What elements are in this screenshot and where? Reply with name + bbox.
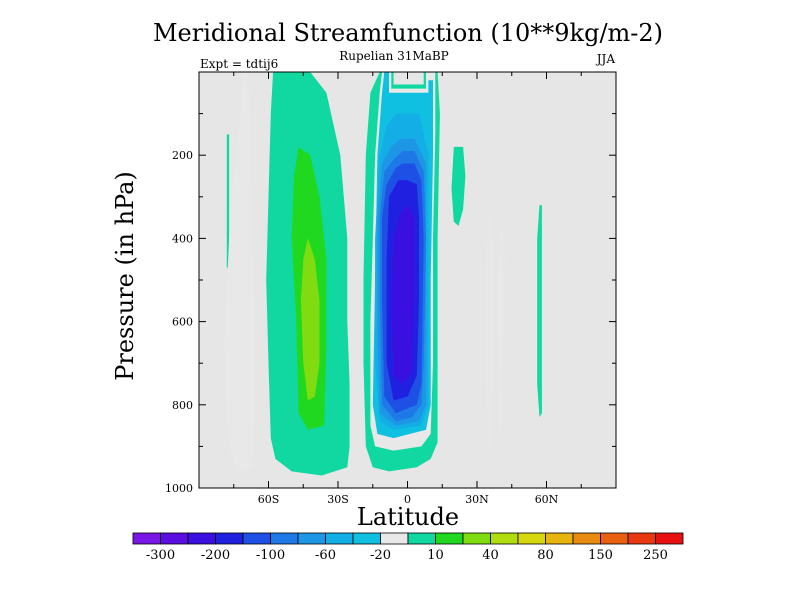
y-tick-label-4: 1000 [165,482,193,495]
colorbar-label-2: -100 [256,548,285,563]
colorbar-swatch-19 [655,532,684,545]
colorbar-label-0: -300 [146,548,175,563]
chart-subtitle-right: JJA [595,52,616,66]
colorbar-swatch-13 [490,532,519,545]
x-tick-label-0: 60S [258,493,280,506]
contour-region-5 [224,72,255,472]
chart-subtitle-left: Expt = tdtij6 [200,57,278,71]
y-axis-label: Pressure (in hPa) [111,171,139,381]
chart-title: Meridional Streamfunction (10**9kg/m-2) [153,19,663,47]
colorbar-swatch-14 [517,532,546,545]
x-tick-label-2: 0 [404,493,411,506]
colorbar-swatch-11 [435,532,464,545]
chart-subtitle-center: Rupelian 31MaBP [339,49,449,63]
x-tick-label-4: 60N [535,493,559,506]
x-axis: 60S 30S 0 30N 60N [233,72,582,506]
colorbar-swatch-7 [325,532,354,545]
contour-region-7 [486,217,494,447]
x-tick-label-3: 30N [465,493,489,506]
y-tick-label-0: 200 [172,149,193,162]
colorbar-label-7: 80 [537,548,554,563]
colorbar-label-8: 150 [588,548,613,563]
colorbar-swatch-2 [187,532,216,545]
contour-region-8 [497,230,505,434]
colorbar-label-3: -60 [315,548,336,563]
colorbar-swatch-1 [160,532,189,545]
colorbar-swatch-18 [627,532,656,545]
colorbar-swatch-17 [600,532,629,545]
colorbar-label-1: -200 [201,548,230,563]
contour-region-4 [537,205,542,418]
colorbar-swatch-0 [132,532,161,545]
x-axis-label: Latitude [357,503,459,531]
y-tick-label-2: 600 [172,316,193,329]
x-tick-label-1: 30S [327,493,349,506]
colorbar-label-6: 40 [482,548,499,563]
colorbar-swatch-3 [215,532,244,545]
contour-region-3 [451,146,466,226]
colorbar-label-5: 10 [427,548,444,563]
colorbar-swatch-4 [242,532,271,545]
colorbar-swatch-5 [270,532,299,545]
colorbar-label-4: -20 [370,548,391,563]
colorbar-label-9: 250 [643,548,668,563]
contour-region-15 [391,205,415,384]
colorbar-swatch-6 [297,532,326,545]
contour-layer [224,72,542,476]
contour-region-0 [226,134,230,268]
colorbar-swatch-10 [407,532,436,545]
colorbar-swatch-8 [352,532,381,545]
y-tick-label-3: 800 [172,399,193,412]
contour-region-17 [300,238,320,401]
colorbar-swatch-9 [380,532,409,545]
y-tick-label-1: 400 [172,232,193,245]
colorbar-swatch-16 [572,532,601,545]
colorbar-swatch-12 [462,532,491,545]
colorbar: -300 -200 -100 -60 -20 10 40 80 150 250 [132,532,684,563]
colorbar-swatch-15 [545,532,574,545]
y-axis: 200 400 600 800 1000 [165,113,616,495]
